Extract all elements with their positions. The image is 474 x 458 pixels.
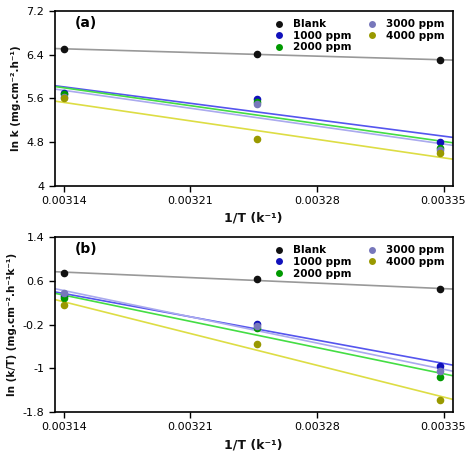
Text: (a): (a): [74, 16, 97, 30]
Point: [254, 320, 261, 327]
Y-axis label: ln k (mg.cm⁻².h⁻¹): ln k (mg.cm⁻².h⁻¹): [11, 46, 21, 151]
Y-axis label: ln (k/T) (mg.cm⁻².h⁻¹k⁻¹): ln (k/T) (mg.cm⁻².h⁻¹k⁻¹): [7, 253, 17, 396]
Point: [60, 93, 67, 100]
Point: [436, 149, 444, 157]
Point: [60, 293, 67, 300]
Point: [254, 135, 261, 142]
Point: [60, 95, 67, 102]
Point: [254, 101, 261, 108]
Point: [60, 295, 67, 302]
Point: [60, 90, 67, 98]
Point: [254, 325, 261, 332]
Point: [436, 367, 444, 375]
Point: [436, 285, 444, 293]
Point: [436, 56, 444, 64]
X-axis label: 1/T (k⁻¹): 1/T (k⁻¹): [224, 438, 283, 451]
Point: [254, 96, 261, 103]
Point: [254, 340, 261, 348]
Point: [436, 396, 444, 403]
Point: [436, 373, 444, 380]
Point: [254, 276, 261, 283]
Text: (b): (b): [74, 242, 97, 256]
Point: [60, 289, 67, 297]
Point: [60, 89, 67, 97]
Point: [436, 144, 444, 151]
Legend: Blank, 1000 ppm, 2000 ppm, 3000 ppm, 4000 ppm: Blank, 1000 ppm, 2000 ppm, 3000 ppm, 400…: [265, 242, 447, 282]
Point: [60, 301, 67, 309]
Point: [254, 50, 261, 57]
Point: [436, 147, 444, 154]
Point: [436, 362, 444, 369]
Point: [254, 322, 261, 329]
Point: [60, 269, 67, 276]
Point: [254, 98, 261, 106]
Legend: Blank, 1000 ppm, 2000 ppm, 3000 ppm, 4000 ppm: Blank, 1000 ppm, 2000 ppm, 3000 ppm, 400…: [265, 16, 447, 55]
X-axis label: 1/T (k⁻¹): 1/T (k⁻¹): [224, 212, 283, 225]
Point: [436, 138, 444, 146]
Point: [60, 45, 67, 53]
